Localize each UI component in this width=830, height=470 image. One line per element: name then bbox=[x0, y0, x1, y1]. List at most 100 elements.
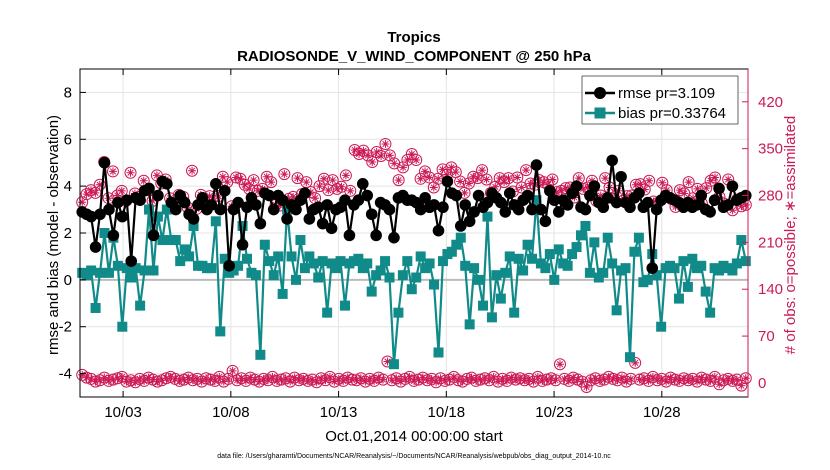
obs-possible-point-circle bbox=[739, 372, 752, 385]
obs-possible-point-circle bbox=[368, 374, 381, 387]
bias-point bbox=[478, 300, 489, 311]
obs-possible-point-star bbox=[348, 375, 357, 384]
rmse-point bbox=[85, 210, 97, 223]
obs-assimilated-point-star bbox=[478, 166, 487, 175]
bias-point bbox=[437, 256, 448, 267]
obs-assimilated-point-star bbox=[636, 180, 645, 189]
x-tick-label: 10/08 bbox=[212, 404, 250, 421]
obs-assimilated-point-star bbox=[526, 179, 535, 188]
obs-assimilated-point-star bbox=[482, 175, 491, 184]
obs-assimilated-point bbox=[247, 174, 260, 187]
bias-point bbox=[611, 305, 622, 316]
obs-possible-point-circle bbox=[660, 375, 673, 388]
bias-point bbox=[277, 288, 288, 299]
bias-point bbox=[152, 211, 163, 222]
rmse-point bbox=[588, 180, 601, 192]
obs-assimilated-point-star bbox=[412, 156, 421, 165]
obs-possible-point-star bbox=[135, 374, 144, 383]
obs-possible-point-star bbox=[122, 377, 131, 386]
obs-possible-point bbox=[580, 380, 593, 393]
obs-possible-point bbox=[629, 356, 642, 369]
obs-assimilated-point-circle bbox=[322, 184, 335, 197]
y-tick-label: 6 bbox=[64, 131, 72, 148]
obs-assimilated-point-circle bbox=[656, 176, 669, 189]
obs-assimilated-point bbox=[344, 184, 357, 197]
obs-assimilated-point-circle bbox=[454, 175, 467, 188]
obs-assimilated-point-star bbox=[689, 194, 698, 203]
x-tick-label: 10/13 bbox=[320, 404, 358, 421]
bias-point bbox=[642, 274, 653, 285]
obs-possible-point-star bbox=[250, 375, 259, 384]
obs-assimilated-point-circle bbox=[344, 184, 357, 197]
obs-possible-point-star bbox=[228, 366, 237, 375]
obs-assimilated-point-circle bbox=[498, 176, 511, 189]
rmse-point bbox=[570, 180, 583, 192]
obs-possible-point-star bbox=[401, 374, 410, 383]
obs-assimilated-point-circle bbox=[502, 172, 515, 185]
obs-possible-point-circle bbox=[624, 372, 637, 385]
obs-possible-point-star bbox=[277, 375, 286, 384]
obs-assimilated-point-circle bbox=[370, 146, 383, 159]
obs-possible-point-star bbox=[476, 375, 485, 384]
obs-possible-point-star bbox=[719, 376, 728, 385]
obs-possible-point-circle bbox=[310, 376, 323, 389]
obs-assimilated-point-circle bbox=[375, 150, 388, 163]
obs-assimilated-point-circle bbox=[361, 149, 374, 162]
obs-assimilated-point bbox=[423, 171, 436, 184]
rmse-point bbox=[143, 182, 155, 195]
bias-point bbox=[495, 293, 506, 304]
obs-assimilated-point-star bbox=[574, 174, 583, 183]
y-right-tick-label: 280 bbox=[758, 188, 783, 205]
x-tick-label: 10/03 bbox=[104, 404, 142, 421]
rmse-point bbox=[642, 196, 654, 209]
obs-assimilated-point-star bbox=[390, 159, 399, 168]
bias-point bbox=[491, 270, 502, 281]
bias-point bbox=[406, 284, 417, 295]
bias-point bbox=[424, 258, 435, 269]
bias-point bbox=[411, 272, 422, 283]
obs-assimilated-point-star bbox=[232, 173, 241, 182]
rmse-point bbox=[112, 196, 124, 209]
rmse-point bbox=[713, 182, 725, 195]
obs-assimilated-point bbox=[401, 154, 414, 167]
rmse-point bbox=[388, 231, 400, 244]
obs-assimilated-point-star bbox=[640, 185, 649, 194]
obs-assimilated-point-star bbox=[702, 184, 711, 193]
obs-assimilated-point bbox=[106, 165, 119, 178]
rmse-point bbox=[526, 203, 538, 216]
obs-assimilated-point bbox=[520, 164, 533, 177]
bias-point bbox=[602, 232, 613, 243]
bias-point bbox=[576, 230, 586, 241]
bias-point bbox=[130, 263, 141, 274]
obs-assimilated-point-circle bbox=[520, 164, 533, 177]
obs-assimilated-point-star bbox=[306, 188, 315, 197]
rmse-point bbox=[125, 255, 138, 267]
bias-point bbox=[446, 246, 457, 257]
rmse-point bbox=[579, 203, 592, 216]
bias-point bbox=[335, 256, 346, 267]
bias-point bbox=[696, 260, 707, 271]
obs-possible-point-circle bbox=[527, 375, 540, 388]
legend-box bbox=[581, 75, 739, 125]
obs-possible-point-star bbox=[529, 377, 538, 386]
obs-assimilated-point-star bbox=[649, 197, 658, 206]
obs-possible-point-star bbox=[440, 376, 449, 385]
rmse-point bbox=[499, 206, 512, 218]
obs-assimilated-point-circle bbox=[186, 164, 199, 177]
bias-point bbox=[366, 286, 377, 297]
tick-labels: 10/03 10/08 10/13 10/18 10/23 10/28 -4 -2 0 2 4 6 8 0… bbox=[59, 84, 783, 421]
obs-assimilated-point-circle bbox=[106, 165, 119, 178]
rmse-point bbox=[281, 213, 293, 225]
rmse-point bbox=[414, 203, 427, 216]
bias-point bbox=[170, 235, 181, 246]
bias-point bbox=[607, 258, 618, 269]
obs-assimilated-point-star bbox=[464, 179, 473, 188]
obs-possible-point-star bbox=[498, 374, 507, 383]
obs-assimilated-point bbox=[427, 181, 440, 194]
obs-assimilated-point-star bbox=[363, 151, 372, 160]
bias-point bbox=[669, 263, 680, 274]
obs-assimilated-point bbox=[405, 148, 418, 161]
obs-assimilated-point-star bbox=[416, 174, 425, 183]
obs-possible-point-star bbox=[148, 375, 157, 384]
obs-assimilated-point-circle bbox=[445, 161, 458, 174]
